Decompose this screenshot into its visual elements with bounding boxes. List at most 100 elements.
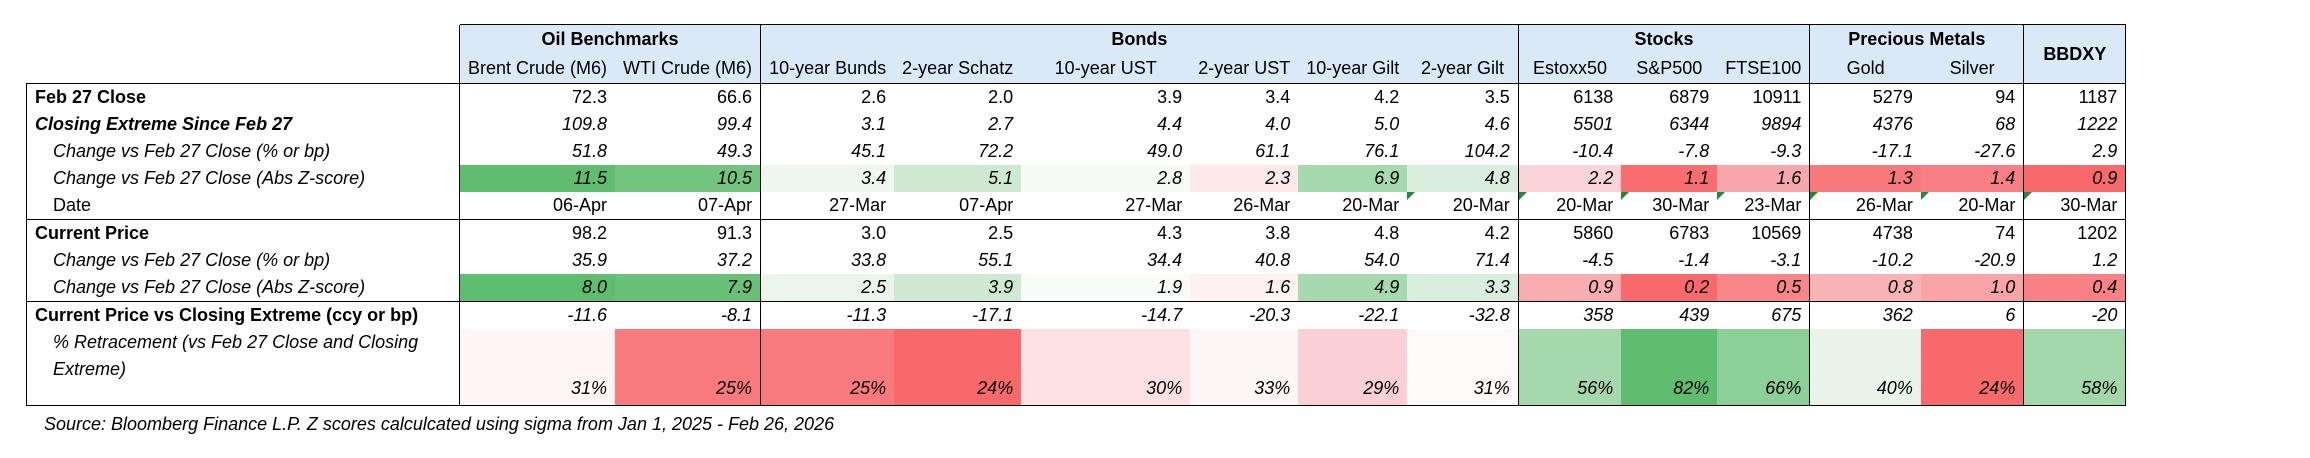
column-header: Silver: [1920, 54, 2024, 84]
value-cell: 5501: [1517, 111, 1622, 138]
value-cell: 1.9: [1021, 274, 1191, 302]
value-cell: 5.0: [1374, 114, 1400, 134]
value-cell: 6344: [1669, 114, 1710, 134]
value-cell: 72.3: [459, 83, 616, 111]
value-cell: 0.4: [2023, 274, 2127, 302]
value-cell: 20-Mar: [1517, 192, 1622, 220]
column-header: 10-year Bunds: [760, 54, 895, 84]
value-cell: 4.2: [1407, 219, 1519, 247]
value-cell: 3.9: [894, 274, 1022, 302]
value-cell: 6783: [1621, 219, 1718, 247]
value-cell: -1.4: [1678, 250, 1710, 270]
value-cell: 2.5: [894, 219, 1022, 247]
value-cell: -22.1: [1298, 301, 1408, 329]
value-cell: -20.9: [1974, 250, 2016, 270]
value-cell: 71.4: [1474, 250, 1510, 270]
value-cell: 33%: [1190, 329, 1299, 406]
value-cell: -10.2: [1809, 247, 1921, 274]
cell-comment-marker-icon: [1407, 192, 1416, 200]
value-cell: 0.8: [1809, 274, 1921, 302]
value-cell: 3.5: [1407, 83, 1519, 111]
value-cell: 4.2: [1298, 83, 1408, 111]
row-retracement: % Retracement (vs Feb 27 Close and Closi…: [26, 329, 2127, 406]
column-header: Brent Crude (M6): [459, 54, 616, 84]
value-cell: 5.1: [894, 165, 1022, 192]
group-bbdxy: BBDXY: [2023, 24, 2127, 84]
value-cell: 2.0: [894, 83, 1022, 111]
row-extreme-change-pct: Change vs Feb 27 Close (% or bp) 51.8 49.3…: [26, 138, 2127, 165]
value-cell: -27.6: [1974, 141, 2016, 161]
column-header-row: Brent Crude (M6) WTI Crude (M6) 10-year …: [26, 54, 2126, 84]
value-cell: 27-Mar: [760, 192, 895, 220]
column-header: 2-year Gilt: [1407, 54, 1519, 84]
value-cell: 99.4: [717, 114, 753, 134]
value-cell: 3.4: [1190, 83, 1299, 111]
value-cell: 9894: [1761, 114, 1802, 134]
column-header: 2-year UST: [1190, 54, 1299, 84]
value-cell: -7.8: [1678, 141, 1710, 161]
value-cell: 4.3: [1021, 219, 1191, 247]
value-cell: 2.3: [1190, 165, 1299, 192]
value-cell: 10.5: [615, 165, 761, 192]
value-cell: 1202: [2023, 219, 2127, 247]
row-current-price: Current Price 98.2 91.3 3.0 2.5 4.3 3.8 4.8 4.2 5…: [26, 219, 2127, 247]
corner-cell: [26, 24, 460, 54]
cell-comment-marker-icon: [2024, 192, 2033, 200]
value-cell: -4.5: [1517, 247, 1622, 274]
row-date: Date 06-Apr 07-Apr 27-Mar 07-Apr 27-Mar 26-Mar…: [26, 192, 2127, 220]
value-cell: 1.0: [1920, 274, 2024, 302]
value-cell: 40%: [1809, 329, 1921, 406]
row-label: Feb 27 Close: [26, 83, 460, 111]
value-cell: 10911: [1717, 83, 1810, 111]
value-cell: 1.4: [1920, 165, 2024, 192]
value-cell: 362: [1809, 301, 1921, 329]
value-cell: 91.3: [615, 219, 761, 247]
value-cell: 439: [1621, 301, 1718, 329]
value-cell: 25%: [760, 329, 895, 406]
row-label: Change vs Feb 27 Close (Abs Z-score): [26, 274, 460, 302]
value-cell: 4.4: [1157, 114, 1183, 134]
value-cell: -11.3: [760, 301, 895, 329]
value-cell: 07-Apr: [959, 195, 1014, 215]
value-cell: 40.8: [1255, 250, 1291, 270]
row-label: Current Price vs Closing Extreme (ccy or…: [26, 301, 460, 329]
group-metals: Precious Metals: [1809, 24, 2024, 54]
value-cell: 55.1: [978, 250, 1014, 270]
value-cell: 4.8: [1298, 219, 1408, 247]
value-cell: 56%: [1517, 329, 1622, 406]
value-cell: 68: [1995, 114, 2016, 134]
value-cell: -32.8: [1407, 301, 1519, 329]
value-cell: 25%: [615, 329, 761, 406]
value-cell: 4738: [1809, 219, 1921, 247]
value-cell: 0.2: [1621, 274, 1718, 302]
value-cell: 6.9: [1298, 165, 1408, 192]
row-closing-extreme: Closing Extreme Since Feb 27 109.8 99.4 3.1…: [26, 111, 2127, 138]
value-cell: 675: [1717, 301, 1810, 329]
value-cell: 104.2: [1464, 141, 1510, 161]
value-cell: 2.6: [760, 83, 895, 111]
value-cell: 94: [1920, 83, 2024, 111]
value-cell: 3.9: [1021, 83, 1191, 111]
value-cell: 06-Apr: [459, 192, 616, 220]
value-cell: 24%: [894, 329, 1022, 406]
value-cell: 30-Mar: [2023, 192, 2127, 220]
value-cell: 2.2: [1517, 165, 1622, 192]
source-note: Source: Bloomberg Finance L.P. Z scores …: [44, 414, 835, 434]
column-header: FTSE100: [1717, 54, 1810, 84]
row-current-change-z: Change vs Feb 27 Close (Abs Z-score) 8.0 7…: [26, 274, 2127, 302]
value-cell: 27-Mar: [1125, 195, 1183, 215]
value-cell: 1.1: [1621, 165, 1718, 192]
value-cell: 54.0: [1364, 250, 1400, 270]
row-extreme-change-z: Change vs Feb 27 Close (Abs Z-score) 11.5…: [26, 165, 2127, 192]
column-header: WTI Crude (M6): [615, 54, 761, 84]
value-cell: 37.2: [717, 250, 753, 270]
value-cell: 33.8: [760, 247, 895, 274]
value-cell: 24%: [1920, 329, 2024, 406]
value-cell: 1.6: [1717, 165, 1810, 192]
row-label: % Retracement (vs Feb 27 Close and Closi…: [26, 329, 460, 406]
group-stocks: Stocks: [1517, 24, 1810, 54]
value-cell: -9.3: [1770, 141, 1802, 161]
corner-cell-2: [26, 54, 460, 84]
value-cell: 109.8: [459, 111, 616, 138]
value-cell: 6879: [1621, 83, 1718, 111]
